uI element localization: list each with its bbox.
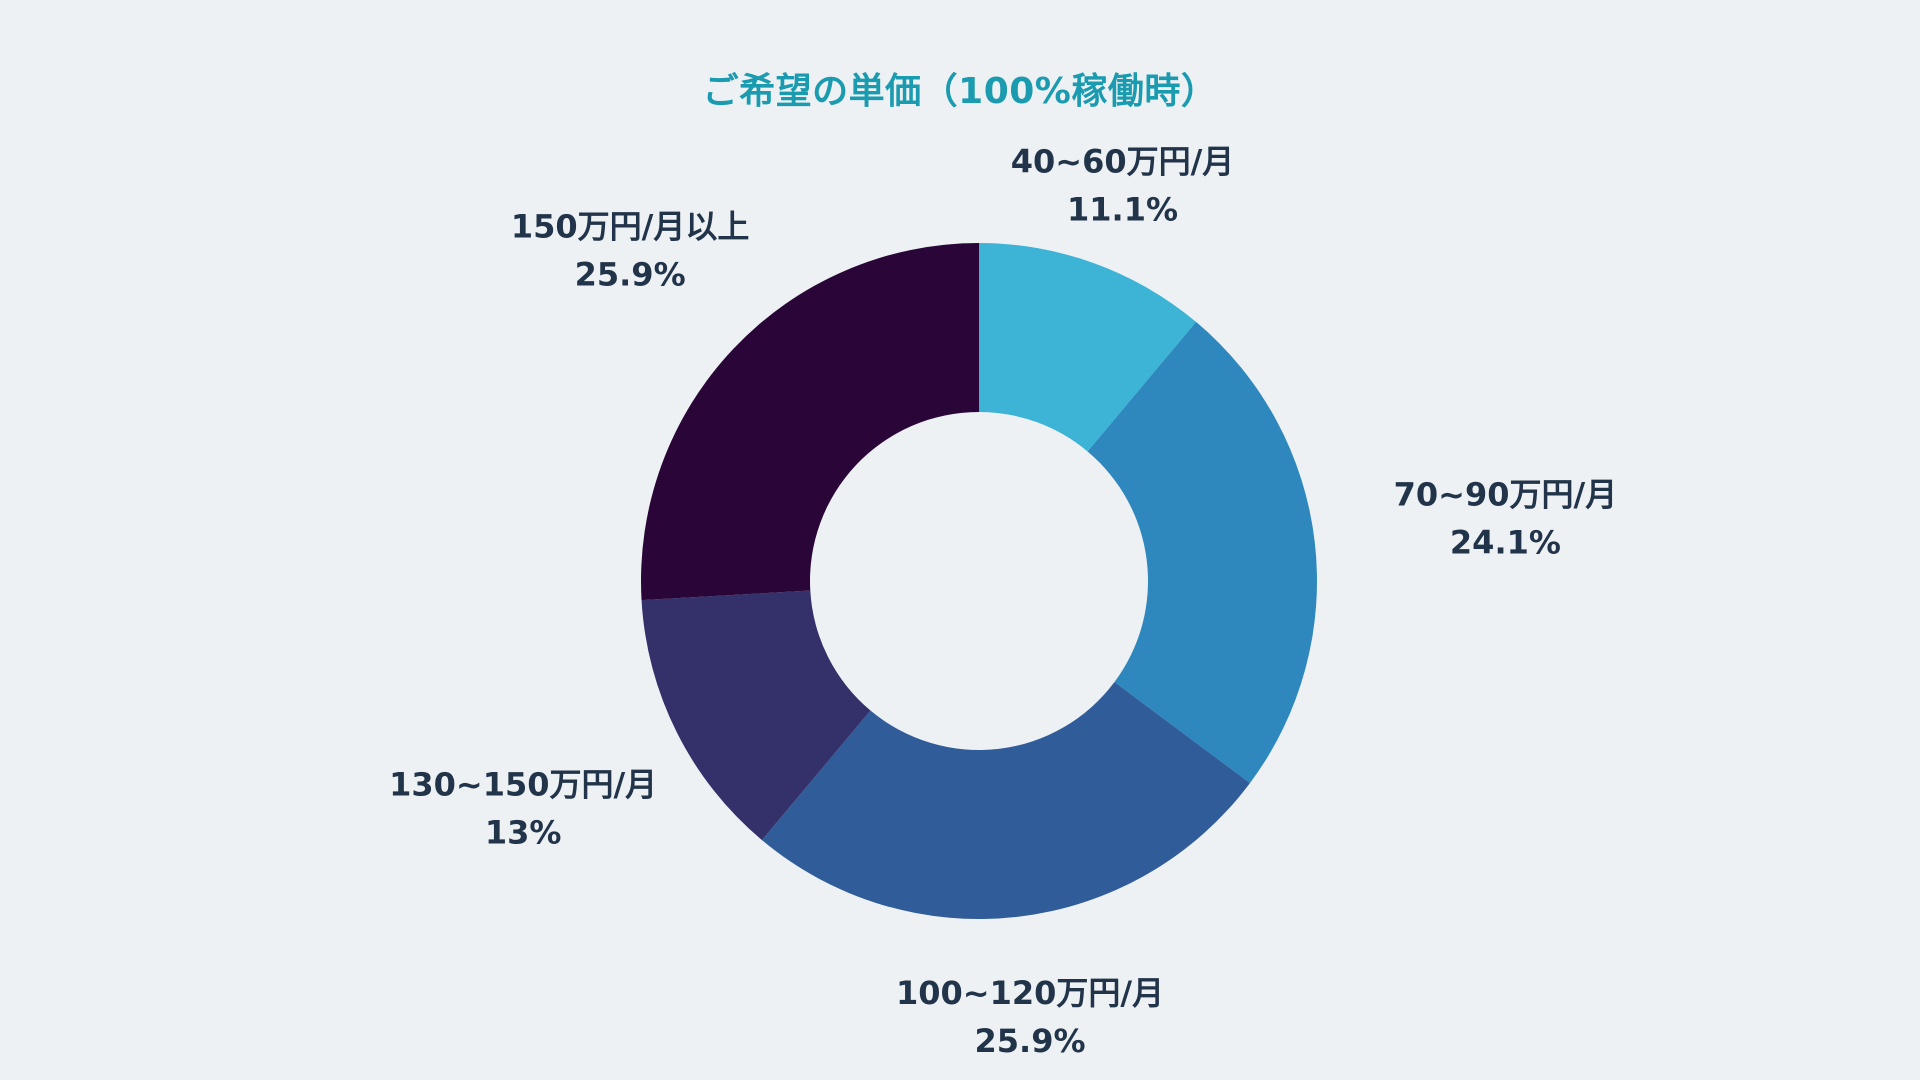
slice-value-label-1: 11.1% xyxy=(1067,190,1178,228)
slice-value-label-3: 25.9% xyxy=(975,1022,1086,1060)
slice-value-label-5: 25.9% xyxy=(575,255,686,293)
chart-title: ご希望の単価（100%稼働時） xyxy=(702,71,1218,112)
slice-category-label-5: 150万円/月以上 xyxy=(511,207,750,245)
slice-category-label-2: 70~90万円/月 xyxy=(1394,476,1618,514)
donut-slice-1 xyxy=(979,243,1197,452)
slice-category-label-3: 100~120万円/月 xyxy=(896,974,1164,1012)
slice-value-label-2: 24.1% xyxy=(1450,524,1561,562)
slice-category-label-4: 130~150万円/月 xyxy=(389,766,657,804)
donut-slice-4 xyxy=(641,590,871,841)
donut-slice-2 xyxy=(1087,321,1318,784)
donut-slice-5 xyxy=(641,243,979,601)
donut-slices xyxy=(641,243,1318,919)
donut-labels: 40~60万円/月 11.1% 70~90万円/月 24.1% 100~120万円/月 2… xyxy=(389,142,1617,1060)
donut-slice-3 xyxy=(761,682,1250,919)
slice-value-label-4: 13% xyxy=(485,814,562,852)
slice-category-label-1: 40~60万円/月 xyxy=(1011,142,1235,180)
